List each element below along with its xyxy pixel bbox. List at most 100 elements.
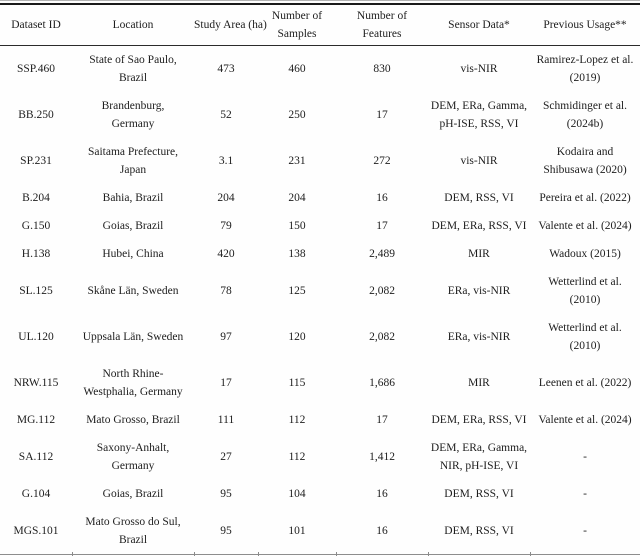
cell-location: Hubei, China <box>102 248 164 260</box>
cell-dataset-id: MG.112 <box>16 414 56 426</box>
table-row: UL.120 Uppsala Län, Sweden 97 120 2,082 ERa, … <box>0 314 640 360</box>
header-row: Dataset ID Location Study Area (ha) Numb… <box>0 4 640 46</box>
cell-dataset-id: G.104 <box>21 488 51 500</box>
cell-study-area-ha: 95 <box>220 525 232 537</box>
cell-location: Mato Grosso, Brazil <box>86 414 180 426</box>
cell-num-samples: 115 <box>288 377 306 389</box>
table-row: G.104 Goias, Brazil 95 104 16 DEM, RSS, VI - <box>0 480 640 508</box>
cell-location: Uppsala Län, Sweden <box>82 331 184 343</box>
cell-num-features: 830 <box>373 63 391 75</box>
table-row: MG.112 Mato Grosso, Brazil 111 112 17 DEM, ER… <box>0 406 640 434</box>
cell-previous-usage: Wetterlind et al. (2010) <box>548 276 622 306</box>
col-header-location: Location <box>72 4 194 46</box>
cell-dataset-id: G.150 <box>21 220 51 232</box>
cell-study-area-ha: 111 <box>217 414 235 426</box>
cell-previous-usage: Leenen et al. (2022) <box>538 377 632 389</box>
cell-previous-usage: Valente et al. (2024) <box>538 220 632 232</box>
table-row: MGS.101 Mato Grosso do Sul, Brazil 95 101 16… <box>0 508 640 555</box>
col-header-num-features: Number of Features <box>336 4 428 46</box>
cell-location: Goias, Brazil <box>102 220 164 232</box>
table-grid-tick <box>336 552 337 556</box>
table-row: SSP.460 State of Sao Paulo, Brazil 473 460 8… <box>0 46 640 93</box>
cell-num-features: 16 <box>376 525 388 537</box>
table-grid-tick <box>72 552 73 556</box>
cell-location: Brandenburg, Germany <box>101 100 165 130</box>
table-row: G.150 Goias, Brazil 79 150 17 DEM, ERa, RSS, … <box>0 212 640 240</box>
cell-dataset-id: SA.112 <box>18 451 54 463</box>
table-row: BB.250 Brandenburg, Germany 52 250 17 DEM, ER… <box>0 92 640 138</box>
cell-num-samples: 120 <box>288 331 306 343</box>
cell-num-features: 17 <box>376 220 388 232</box>
cell-previous-usage: Ramirez-Lopez et al. (2019) <box>536 54 634 84</box>
cell-num-samples: 204 <box>288 192 306 204</box>
cell-sensor-data: DEM, ERa, Gamma, NIR, pH-ISE, VI <box>430 442 528 472</box>
cell-num-features: 2,489 <box>369 248 395 260</box>
cell-previous-usage: - <box>583 488 587 500</box>
table-grid-tick <box>194 552 195 556</box>
datasets-table: Dataset ID Location Study Area (ha) Numb… <box>0 3 640 555</box>
cell-study-area-ha: 473 <box>217 63 235 75</box>
cell-previous-usage: Wadoux (2015) <box>549 248 621 260</box>
cell-dataset-id: NRW.115 <box>13 377 59 389</box>
table-grid-tick <box>428 552 429 556</box>
cell-study-area-ha: 95 <box>220 488 232 500</box>
table-row: NRW.115 North Rhine- Westphalia, Germany 1… <box>0 360 640 406</box>
cell-sensor-data: DEM, ERa, RSS, VI <box>431 414 527 426</box>
cell-previous-usage: - <box>583 525 587 537</box>
cell-sensor-data: DEM, RSS, VI <box>444 488 514 500</box>
cell-previous-usage: Valente et al. (2024) <box>538 414 632 426</box>
col-header-num-samples: Number of Samples <box>258 4 336 46</box>
table-row: B.204 Bahia, Brazil 204 204 16 DEM, RSS, VI Pe… <box>0 184 640 212</box>
cell-num-samples: 101 <box>288 525 306 537</box>
col-header-sensor-data: Sensor Data* <box>428 4 530 46</box>
cell-dataset-id: B.204 <box>22 192 50 204</box>
col-header-study-area: Study Area (ha) <box>194 4 267 46</box>
cell-num-features: 272 <box>373 155 391 167</box>
cell-sensor-data: MIR <box>468 248 490 260</box>
cell-sensor-data: vis-NIR <box>460 155 498 167</box>
cell-num-samples: 231 <box>288 155 306 167</box>
table-top-edge-line <box>0 0 640 1</box>
cell-study-area-ha: 27 <box>220 451 232 463</box>
table-row: SA.112 Saxony-Anhalt, Germany 27 112 1,412 DE… <box>0 434 640 480</box>
cell-previous-usage: Schmidinger et al. (2024b) <box>543 100 627 130</box>
table-grid-tick <box>530 552 531 556</box>
cell-study-area-ha: 420 <box>217 248 235 260</box>
table-row: SL.125 Skåne Län, Sweden 78 125 2,082 ERa, vi… <box>0 268 640 314</box>
cell-num-samples: 150 <box>288 220 306 232</box>
cell-num-features: 16 <box>376 192 388 204</box>
cell-num-samples: 112 <box>288 414 306 426</box>
cell-previous-usage: Kodaira and Shibusawa (2020) <box>543 146 627 176</box>
cell-location: Saitama Prefecture, Japan <box>87 146 179 176</box>
cell-dataset-id: UL.120 <box>18 331 54 343</box>
cell-previous-usage: Pereira et al. (2022) <box>539 192 631 204</box>
cell-num-samples: 112 <box>288 451 306 463</box>
col-header-dataset-id: Dataset ID <box>0 4 72 46</box>
cell-dataset-id: SSP.460 <box>16 63 56 75</box>
cell-location: Bahia, Brazil <box>102 192 164 204</box>
cell-sensor-data: DEM, RSS, VI <box>444 525 514 537</box>
cell-dataset-id: MGS.101 <box>13 525 59 537</box>
cell-dataset-id: BB.250 <box>18 109 54 121</box>
cell-location: North Rhine- Westphalia, Germany <box>83 368 183 398</box>
cell-study-area-ha: 97 <box>220 331 232 343</box>
cell-sensor-data: vis-NIR <box>460 63 498 75</box>
cell-num-features: 1,686 <box>369 377 395 389</box>
table-row: H.138 Hubei, China 420 138 2,489 MIR Wadoux (2… <box>0 240 640 268</box>
cell-study-area-ha: 78 <box>220 285 232 297</box>
cell-location: Goias, Brazil <box>102 488 164 500</box>
cell-dataset-id: H.138 <box>21 248 51 260</box>
cell-location: Mato Grosso do Sul, Brazil <box>85 516 181 546</box>
cell-study-area-ha: 79 <box>220 220 232 232</box>
cell-study-area-ha: 3.1 <box>218 155 234 167</box>
cell-sensor-data: DEM, ERa, Gamma, pH-ISE, RSS, VI <box>430 100 528 130</box>
cell-num-samples: 460 <box>288 63 306 75</box>
cell-previous-usage: Wetterlind et al. (2010) <box>548 322 622 352</box>
cell-location: State of Sao Paulo, Brazil <box>89 54 177 84</box>
cell-dataset-id: SP.231 <box>20 155 52 167</box>
cell-num-features: 2,082 <box>369 331 395 343</box>
cell-sensor-data: MIR <box>468 377 490 389</box>
cell-num-features: 17 <box>376 109 388 121</box>
cell-num-features: 17 <box>376 414 388 426</box>
